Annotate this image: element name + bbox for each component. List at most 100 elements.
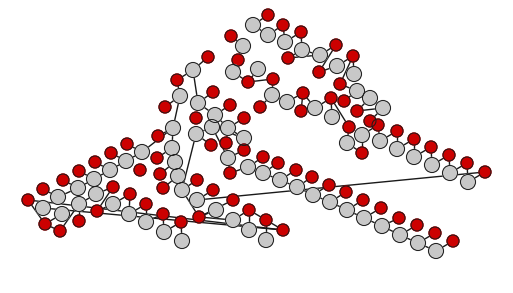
Circle shape [282, 52, 294, 64]
Circle shape [71, 197, 87, 212]
Circle shape [171, 74, 183, 86]
Circle shape [174, 183, 189, 197]
Circle shape [151, 152, 163, 164]
Circle shape [461, 157, 473, 169]
Circle shape [262, 9, 274, 21]
Circle shape [224, 167, 236, 179]
Circle shape [374, 219, 389, 234]
Circle shape [428, 243, 444, 258]
Circle shape [57, 174, 69, 186]
Circle shape [295, 105, 307, 117]
Circle shape [242, 76, 254, 88]
Circle shape [354, 127, 369, 142]
Circle shape [50, 190, 66, 205]
Circle shape [70, 180, 86, 195]
Circle shape [246, 18, 261, 33]
Circle shape [172, 88, 187, 103]
Circle shape [37, 183, 49, 195]
Circle shape [272, 173, 287, 188]
Circle shape [190, 112, 202, 124]
Circle shape [107, 181, 119, 193]
Circle shape [372, 119, 384, 131]
Circle shape [221, 151, 235, 166]
Circle shape [278, 35, 292, 50]
Circle shape [165, 141, 180, 156]
Circle shape [306, 171, 318, 183]
Circle shape [119, 154, 133, 168]
Circle shape [235, 38, 250, 54]
Circle shape [364, 115, 376, 127]
Circle shape [410, 236, 425, 251]
Circle shape [39, 218, 51, 230]
Circle shape [238, 112, 250, 124]
Circle shape [393, 212, 405, 224]
Circle shape [106, 197, 121, 212]
Circle shape [357, 194, 369, 206]
Circle shape [232, 54, 244, 66]
Circle shape [255, 166, 270, 180]
Circle shape [242, 222, 256, 238]
Circle shape [260, 214, 272, 226]
Circle shape [349, 84, 365, 98]
Circle shape [375, 202, 387, 214]
Circle shape [170, 168, 186, 183]
Circle shape [190, 96, 206, 110]
Circle shape [241, 159, 255, 175]
Circle shape [267, 73, 279, 85]
Circle shape [236, 130, 251, 146]
Circle shape [408, 133, 420, 145]
Circle shape [140, 198, 152, 210]
Circle shape [188, 127, 204, 142]
Circle shape [290, 164, 302, 176]
Circle shape [306, 188, 321, 202]
Circle shape [87, 171, 102, 187]
Circle shape [221, 120, 235, 135]
Circle shape [134, 144, 149, 159]
Circle shape [265, 88, 280, 103]
Circle shape [243, 204, 255, 216]
Circle shape [134, 164, 146, 176]
Circle shape [280, 95, 294, 110]
Circle shape [54, 207, 69, 222]
Circle shape [340, 186, 352, 198]
Circle shape [330, 39, 342, 51]
Circle shape [313, 66, 325, 78]
Circle shape [202, 51, 214, 63]
Circle shape [35, 200, 50, 215]
Circle shape [139, 214, 153, 229]
Circle shape [105, 147, 117, 159]
Circle shape [73, 215, 85, 227]
Circle shape [325, 110, 340, 125]
Circle shape [89, 156, 101, 168]
Circle shape [250, 62, 266, 76]
Circle shape [294, 42, 309, 57]
Circle shape [157, 182, 169, 194]
Circle shape [411, 219, 423, 231]
Circle shape [376, 100, 390, 115]
Circle shape [89, 187, 104, 202]
Circle shape [323, 195, 338, 209]
Circle shape [357, 210, 371, 226]
Circle shape [122, 207, 136, 222]
Circle shape [225, 30, 237, 42]
Circle shape [351, 105, 363, 117]
Circle shape [174, 234, 189, 248]
Circle shape [312, 47, 327, 62]
Circle shape [22, 194, 34, 206]
Circle shape [329, 59, 345, 74]
Circle shape [257, 151, 269, 163]
Circle shape [175, 216, 187, 228]
Circle shape [443, 149, 455, 161]
Circle shape [73, 165, 85, 177]
Circle shape [425, 141, 437, 153]
Circle shape [207, 184, 219, 196]
Circle shape [277, 19, 289, 31]
Circle shape [205, 139, 217, 151]
Circle shape [363, 91, 378, 105]
Circle shape [389, 142, 404, 156]
Circle shape [461, 175, 476, 190]
Circle shape [226, 64, 241, 79]
Circle shape [157, 208, 169, 220]
Circle shape [323, 179, 335, 191]
Circle shape [340, 202, 354, 217]
